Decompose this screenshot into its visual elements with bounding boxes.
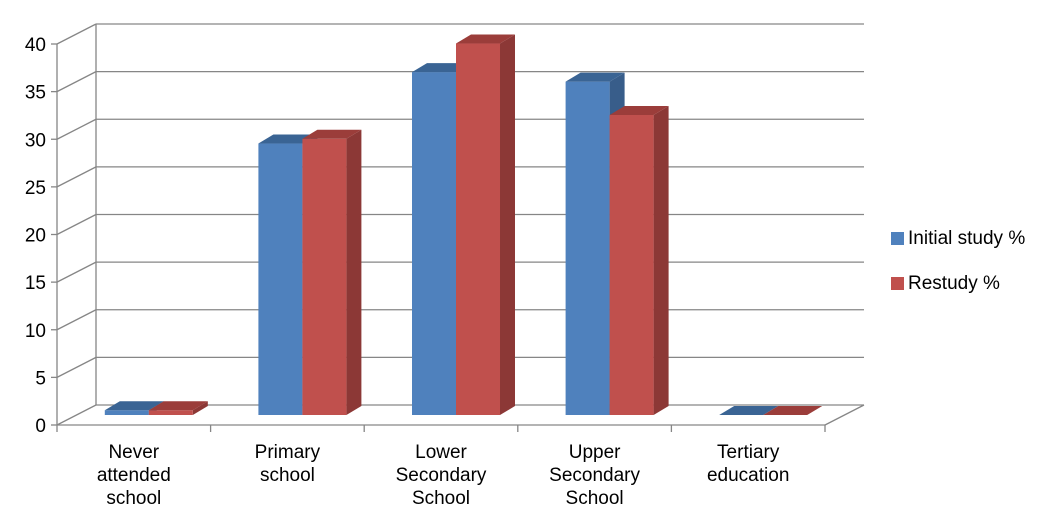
y-tick-label: 15: [25, 273, 46, 294]
legend-label: Restudy %: [908, 273, 1000, 294]
legend-swatch: [891, 277, 904, 290]
x-category-label-line: school: [106, 488, 161, 509]
x-category-label: Tertiary education: [707, 442, 789, 486]
bar: [412, 72, 456, 415]
x-category-label-line: School: [412, 488, 470, 509]
bar: [148, 410, 193, 415]
y-tick-label: 20: [25, 226, 46, 247]
x-category-label-line: attended: [97, 465, 171, 486]
x-category-label-line: education: [707, 465, 789, 486]
y-tick-label: 10: [25, 321, 46, 342]
bar-top: [565, 72, 625, 82]
x-category-label-line: Lower: [415, 442, 467, 463]
x-category-label-line: Never: [108, 442, 159, 463]
gridline-side: [56, 23, 97, 45]
bar-side: [346, 129, 362, 415]
x-category-label-line: School: [566, 488, 624, 509]
x-category-label: Lower Secondary School: [396, 442, 487, 509]
gridline-side: [56, 261, 97, 283]
bar: [609, 114, 654, 416]
x-category-label-line: school: [260, 465, 315, 486]
bar-top: [719, 406, 779, 415]
bar-top: [104, 401, 164, 411]
x-category-label: Upper Secondary School: [549, 442, 640, 509]
gridline-side: [56, 118, 97, 140]
x-category-label-line: Upper: [569, 442, 621, 463]
bar: [104, 410, 149, 415]
x-category-label: Never attended school: [97, 442, 171, 509]
y-tick-label: 35: [25, 83, 46, 104]
y-tick-label: 25: [25, 178, 46, 199]
bar: [565, 81, 610, 415]
bar-side: [500, 34, 515, 416]
bar: [456, 43, 500, 416]
x-category-label-line: Tertiary: [717, 442, 780, 463]
bar-top: [148, 401, 208, 411]
gridline-side: [56, 166, 97, 188]
bar-top: [456, 34, 515, 44]
legend-swatch: [891, 232, 904, 245]
x-category-label-line: Secondary: [549, 465, 640, 486]
bar-top: [609, 105, 669, 115]
x-category-label: Primary school: [255, 442, 321, 486]
y-tick-label: 5: [35, 368, 46, 389]
bar-top: [763, 406, 823, 415]
gridline-side: [56, 213, 97, 236]
legend-label: Initial study %: [908, 228, 1025, 249]
bar: [258, 143, 303, 415]
y-tick-label: 30: [25, 130, 46, 151]
bar-side: [653, 105, 669, 416]
bar: [302, 138, 347, 415]
bar-top: [302, 129, 362, 139]
x-category-label-line: Primary: [255, 442, 321, 463]
gridline-side: [56, 404, 97, 426]
bar-side: [192, 401, 208, 415]
gridline-side: [56, 309, 97, 331]
gridline-side: [56, 356, 97, 378]
y-tick-label: 0: [35, 416, 46, 437]
bars: [104, 34, 823, 416]
y-tick-label: 40: [25, 35, 46, 56]
floor-right-edge: [824, 404, 865, 426]
legend: Initial study % Restudy %: [891, 228, 1025, 294]
y-axis-ticks: 0 5 10 15 20 25 30 35 40: [25, 35, 57, 437]
x-category-label-line: Secondary: [396, 465, 487, 486]
gridline-side: [56, 71, 97, 93]
